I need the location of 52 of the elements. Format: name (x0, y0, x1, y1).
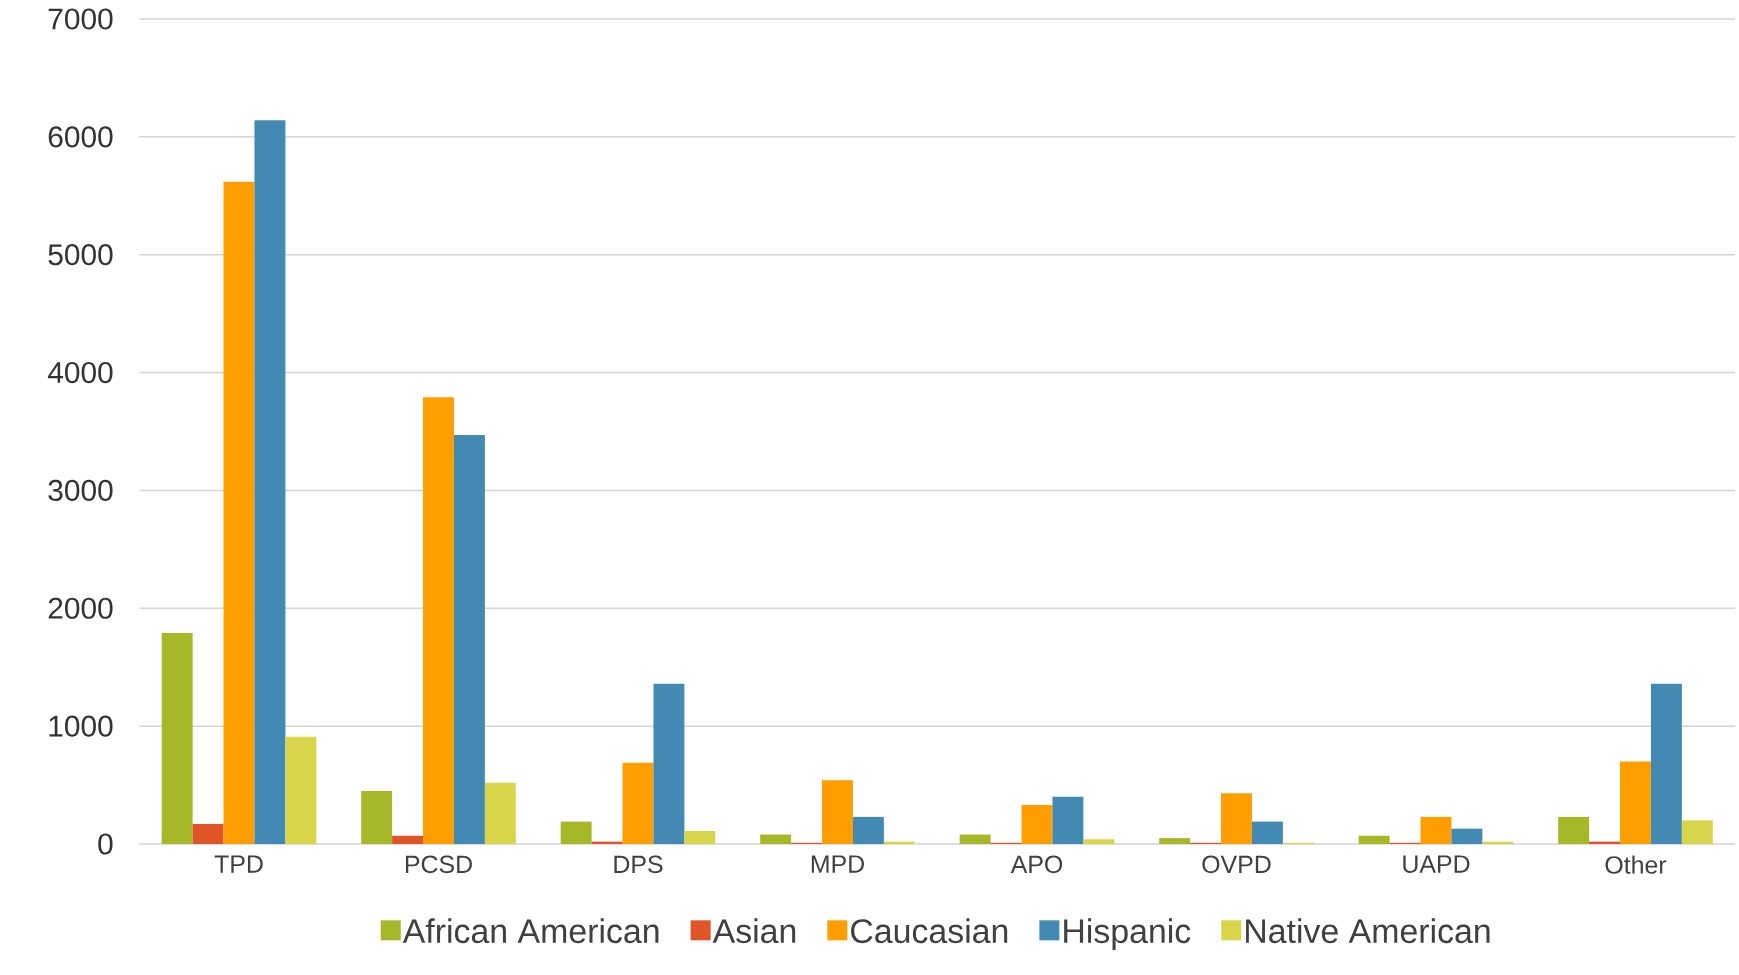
bar (1159, 838, 1191, 844)
x-tick-label: Other (1605, 855, 1667, 874)
bar (192, 823, 224, 844)
y-tick-label: 6000 (48, 126, 113, 148)
bar (361, 790, 393, 844)
bar (1052, 796, 1084, 844)
bar (760, 834, 792, 844)
bar (285, 736, 317, 844)
bar (392, 835, 424, 844)
bar (423, 397, 454, 844)
y-tick-label: 7000 (48, 8, 113, 30)
y-tick-label: 2000 (48, 597, 113, 619)
bar (1083, 839, 1115, 844)
bar (560, 821, 592, 844)
bar (1451, 828, 1483, 844)
bar (1021, 805, 1053, 844)
y-tick-label: 5000 (48, 244, 113, 266)
bar (653, 683, 685, 844)
bar (684, 831, 716, 844)
bar (484, 782, 516, 844)
bar (453, 435, 485, 844)
bar (161, 633, 193, 844)
legend-label: Asian (712, 918, 796, 944)
bar (1420, 816, 1452, 844)
bar (852, 816, 884, 844)
x-tick-label: DPS (614, 855, 663, 874)
x-tick-label: TPD (214, 855, 263, 873)
legend-label: Caucasian (851, 918, 1008, 944)
y-tick-label: 1000 (49, 715, 113, 737)
bar (1221, 793, 1252, 844)
legend-label: Hispanic (1064, 918, 1191, 950)
bar (1620, 761, 1651, 844)
x-tick-label: MPD (811, 855, 864, 873)
bar (1358, 835, 1390, 844)
x-tick-label: OVPD (1202, 855, 1271, 874)
x-tick-label: PCSD (405, 855, 472, 874)
y-tick-label: 4000 (47, 361, 113, 384)
y-tick-label: 3000 (48, 479, 113, 502)
x-tick-label: APO (1010, 855, 1063, 874)
bar (1681, 820, 1713, 844)
x-tick-label: UAPD (1403, 855, 1470, 873)
bar (254, 120, 286, 844)
bar (1558, 816, 1590, 844)
bar (822, 780, 853, 844)
bar (223, 181, 255, 844)
bar (1251, 821, 1283, 844)
bar (959, 834, 991, 844)
bar (1650, 683, 1682, 844)
legend-label: Native American (1246, 918, 1490, 944)
legend-label: African American (402, 918, 659, 944)
bar (622, 762, 654, 844)
y-tick-label: 0 (98, 833, 113, 855)
